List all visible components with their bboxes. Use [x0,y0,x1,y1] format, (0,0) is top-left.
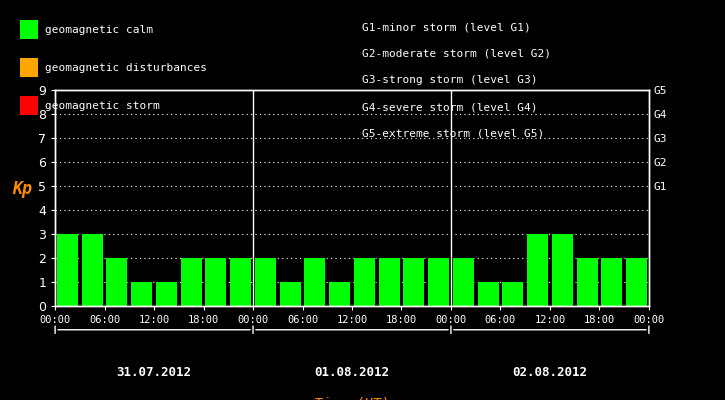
Bar [478,282,499,306]
Text: geomagnetic calm: geomagnetic calm [45,25,153,35]
Text: G4-severe storm (level G4): G4-severe storm (level G4) [362,102,538,112]
Bar [156,282,177,306]
Bar [552,234,573,306]
Bar [329,282,350,306]
Bar [304,258,326,306]
Bar [280,282,301,306]
Bar [255,258,276,306]
Bar [354,258,375,306]
Bar [403,258,424,306]
Text: 31.07.2012: 31.07.2012 [117,366,191,380]
Bar [453,258,474,306]
Text: G3-strong storm (level G3): G3-strong storm (level G3) [362,75,538,85]
Bar [57,234,78,306]
Bar [576,258,597,306]
Bar [230,258,251,306]
Text: G5-extreme storm (level G5): G5-extreme storm (level G5) [362,129,544,139]
Text: 01.08.2012: 01.08.2012 [315,366,389,380]
Text: geomagnetic disturbances: geomagnetic disturbances [45,63,207,73]
Bar [601,258,622,306]
Bar [527,234,548,306]
Text: 02.08.2012: 02.08.2012 [513,366,587,380]
Bar [428,258,449,306]
Text: G1-minor storm (level G1): G1-minor storm (level G1) [362,22,531,32]
Bar [378,258,399,306]
Bar [131,282,152,306]
Bar [626,258,647,306]
Bar [82,234,103,306]
Bar [181,258,202,306]
Text: geomagnetic storm: geomagnetic storm [45,101,160,111]
Text: Time (UT): Time (UT) [315,397,389,400]
Y-axis label: Kp: Kp [12,180,33,198]
Bar [107,258,128,306]
Text: G2-moderate storm (level G2): G2-moderate storm (level G2) [362,49,552,59]
Bar [205,258,226,306]
Bar [502,282,523,306]
